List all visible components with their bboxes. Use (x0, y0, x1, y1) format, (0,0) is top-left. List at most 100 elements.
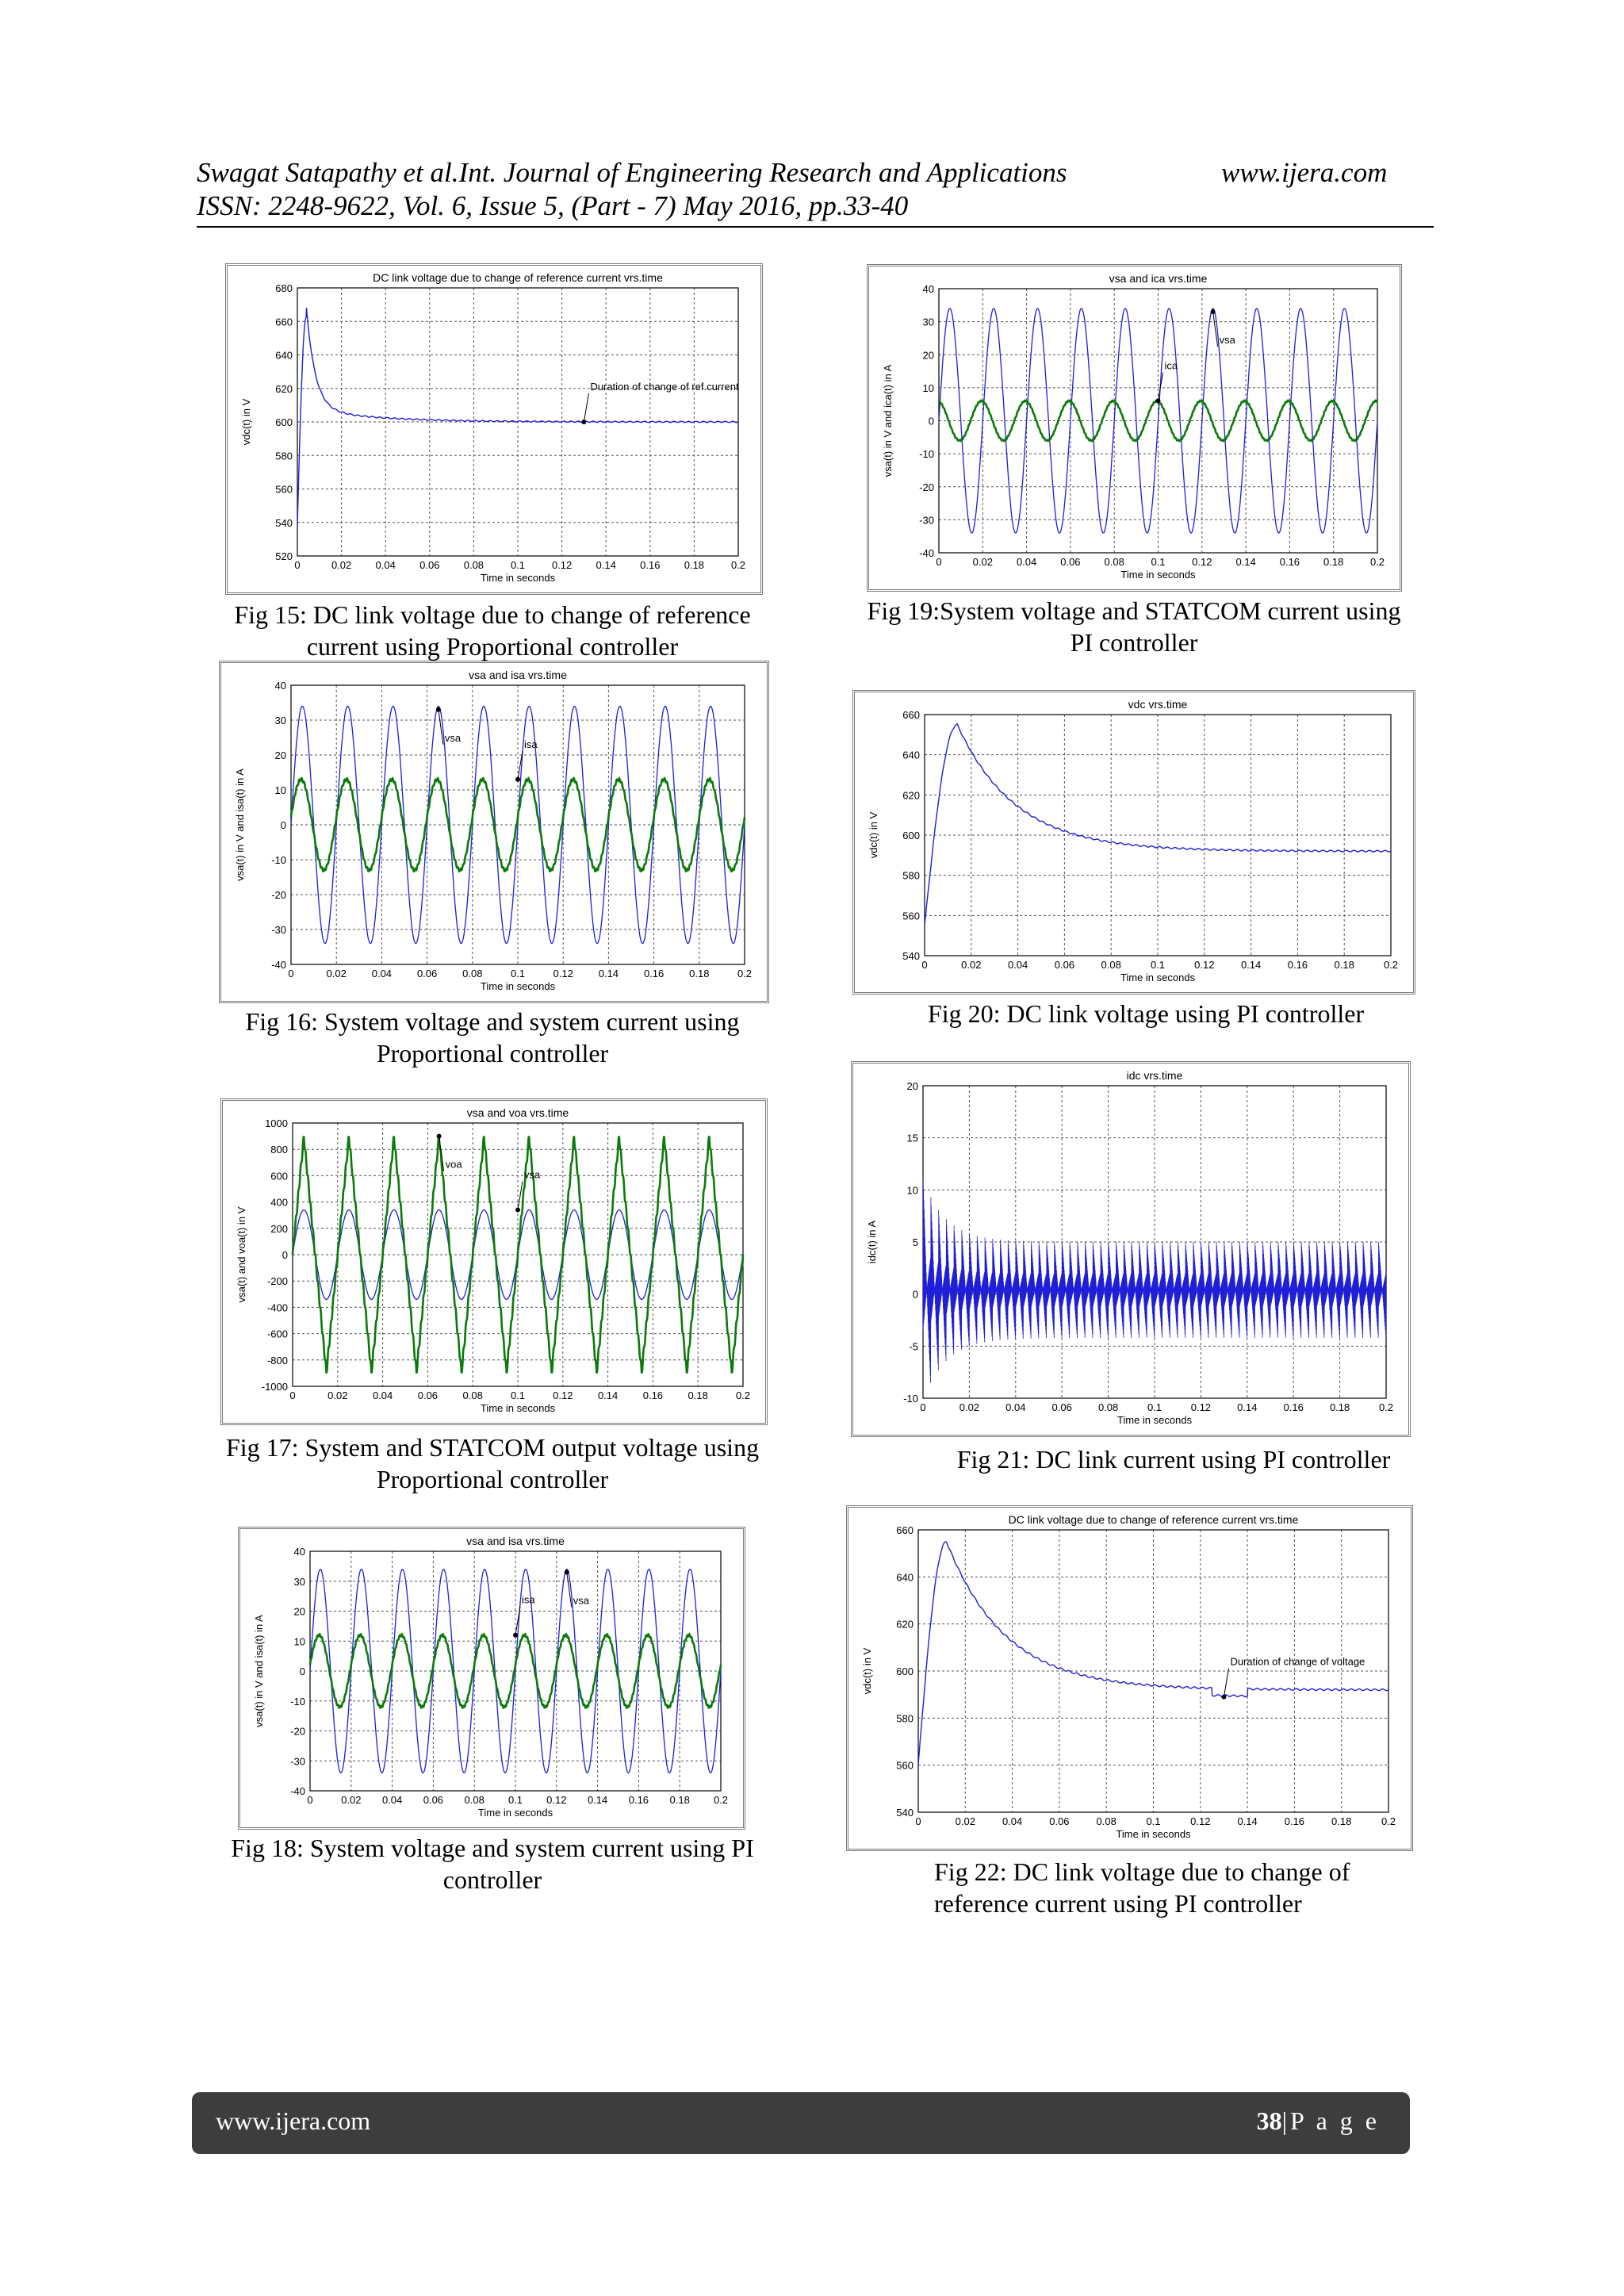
y-tick-label: 40 (275, 680, 286, 692)
annotation-arrow (566, 1572, 573, 1608)
y-tick-label: 1000 (265, 1117, 288, 1129)
y-tick-label: -30 (290, 1755, 305, 1767)
x-tick-label: 0.2 (714, 1794, 728, 1806)
x-tick-label: 0.1 (511, 968, 525, 979)
y-tick-label: 20 (923, 349, 934, 361)
x-tick-label: 0.12 (546, 1794, 566, 1806)
x-axis-label: Time in seconds (481, 1402, 556, 1414)
x-tick-label: 0.12 (553, 968, 573, 979)
x-axis-label: Time in seconds (481, 980, 556, 992)
y-tick-label: -30 (919, 514, 934, 526)
y-tick-label: 540 (902, 950, 920, 962)
annotation-label: Duration of change of ref.current (590, 381, 739, 393)
chart-title: idc vrs.time (1127, 1069, 1183, 1082)
annotation-arrow (438, 709, 444, 745)
x-tick-label: 0.14 (588, 1794, 607, 1806)
y-tick-label: -10 (271, 854, 286, 866)
y-tick-label: -600 (267, 1328, 288, 1340)
series-vdc (297, 308, 739, 527)
y-axis-label: vsa(t) in V and ica(t) in A (882, 364, 894, 477)
y-tick-label: 20 (275, 749, 286, 761)
x-tick-label: 0 (921, 959, 927, 971)
caption-fig20: Fig 20: DC link voltage using PI control… (809, 998, 1483, 1029)
x-tick-label: 0.02 (327, 1389, 347, 1401)
x-axis-label: Time in seconds (481, 572, 556, 584)
x-axis-label: Time in seconds (1116, 1828, 1191, 1840)
annotation-label: vsa (1220, 334, 1236, 346)
series-isa (289, 776, 746, 873)
x-tick-label: 0.1 (1151, 959, 1165, 971)
y-tick-label: 560 (902, 910, 920, 922)
x-tick-label: 0.16 (1284, 1401, 1304, 1413)
x-tick-label: 0.08 (464, 559, 484, 571)
caption-line: PI controller (1070, 628, 1198, 657)
annotation-label: ica (1165, 360, 1178, 372)
annotation-arrowhead (513, 1632, 518, 1638)
journal-site[interactable]: www.ijera.com (1221, 157, 1388, 188)
y-tick-label: 620 (275, 383, 293, 395)
x-tick-label: 0.02 (341, 1794, 361, 1806)
plot-area (924, 714, 1392, 956)
x-tick-label: 0.12 (553, 1389, 573, 1401)
plot-area (917, 1529, 1389, 1813)
x-tick-label: 0 (289, 1389, 295, 1401)
chart-title: DC link voltage due to change of referen… (373, 271, 663, 284)
x-tick-label: 0.16 (640, 559, 660, 571)
annotation-label: isa (524, 738, 538, 750)
x-tick-label: 0.12 (1194, 959, 1214, 971)
chart-title: vsa and voa vrs.time (467, 1106, 569, 1119)
figure-17-system-statcom-voltage-proportional: vsa and voa vrs.time 0 0.02 0.04 0.06 0.08 0.1… (220, 1098, 768, 1425)
x-tick-label: 0.08 (463, 1389, 483, 1401)
caption-line: current using Proportional controller (306, 632, 679, 661)
chart-svg: vsa and isa vrs.time 0 0.02 0.04 0.06 0.08 0.1… (253, 1535, 728, 1819)
chart-svg: vsa and isa vrs.time 0 0.02 0.04 0.06 0.08 0.1… (234, 669, 752, 992)
x-tick-label: 0.16 (643, 1389, 663, 1401)
caption-line: Fig 20: DC link voltage using PI control… (927, 999, 1365, 1028)
caption-fig18: Fig 18: System voltage and system curren… (155, 1832, 829, 1895)
y-tick-label: 0 (300, 1665, 305, 1677)
x-tick-label: 0.1 (511, 559, 525, 571)
y-tick-label: -10 (290, 1696, 305, 1708)
y-tick-label: 0 (281, 819, 286, 831)
x-tick-label: 0.2 (1381, 1815, 1396, 1827)
y-tick-label: 40 (294, 1546, 305, 1558)
chart-svg: vsa and voa vrs.time 0 0.02 0.04 0.06 0.08 0.1… (236, 1106, 750, 1414)
x-tick-label: 0.18 (688, 1389, 708, 1401)
x-axis-label: Time in seconds (1117, 1414, 1193, 1426)
x-tick-label: 0.16 (1285, 1815, 1304, 1827)
x-tick-label: 0.18 (1323, 556, 1343, 568)
y-tick-label: 30 (923, 316, 934, 328)
y-axis-label: vdc(t) in V (240, 398, 252, 445)
annotation-arrow (583, 393, 589, 423)
y-tick-label: 400 (270, 1197, 288, 1209)
x-tick-label: 0.18 (1335, 959, 1354, 971)
annotation-arrow (439, 1136, 445, 1171)
annotation-arrowhead (581, 420, 587, 424)
figure-22-dc-link-voltage-ref-change-pi: DC link voltage due to change of referen… (846, 1505, 1413, 1851)
y-tick-label: 0 (913, 1289, 918, 1301)
footer-site-link[interactable]: www.ijera.com (216, 2106, 371, 2135)
annotation-label: isa (522, 1594, 535, 1606)
chart-svg: DC link voltage due to change of referen… (861, 1513, 1396, 1840)
y-axis-label: vsa(t) and voa(t) in V (236, 1206, 247, 1302)
y-tick-label: 800 (270, 1144, 288, 1156)
x-tick-label: 0.06 (1060, 556, 1080, 568)
y-tick-label: 600 (902, 830, 920, 841)
x-tick-label: 0.12 (1191, 1401, 1211, 1413)
x-tick-label: 0 (936, 556, 941, 568)
x-axis-label: Time in seconds (1120, 972, 1196, 983)
y-tick-label: -1000 (262, 1381, 288, 1393)
y-tick-label: -800 (267, 1355, 288, 1366)
x-tick-label: 0.2 (1384, 959, 1398, 971)
annotation-label: vsa (524, 1169, 541, 1181)
y-tick-label: 30 (275, 715, 286, 726)
x-tick-label: 0.16 (629, 1794, 649, 1806)
series-voa (291, 1136, 745, 1374)
y-tick-label: 5 (913, 1236, 918, 1248)
x-tick-label: 0.02 (331, 559, 351, 571)
x-tick-label: 0.06 (417, 968, 437, 979)
y-tick-label: 10 (923, 382, 934, 394)
x-tick-label: 0.02 (327, 968, 347, 979)
x-tick-label: 0.12 (1190, 1815, 1210, 1827)
caption-line: Fig 18: System voltage and system curren… (231, 1834, 754, 1862)
